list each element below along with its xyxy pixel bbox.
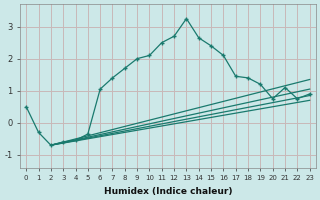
X-axis label: Humidex (Indice chaleur): Humidex (Indice chaleur) <box>104 187 232 196</box>
